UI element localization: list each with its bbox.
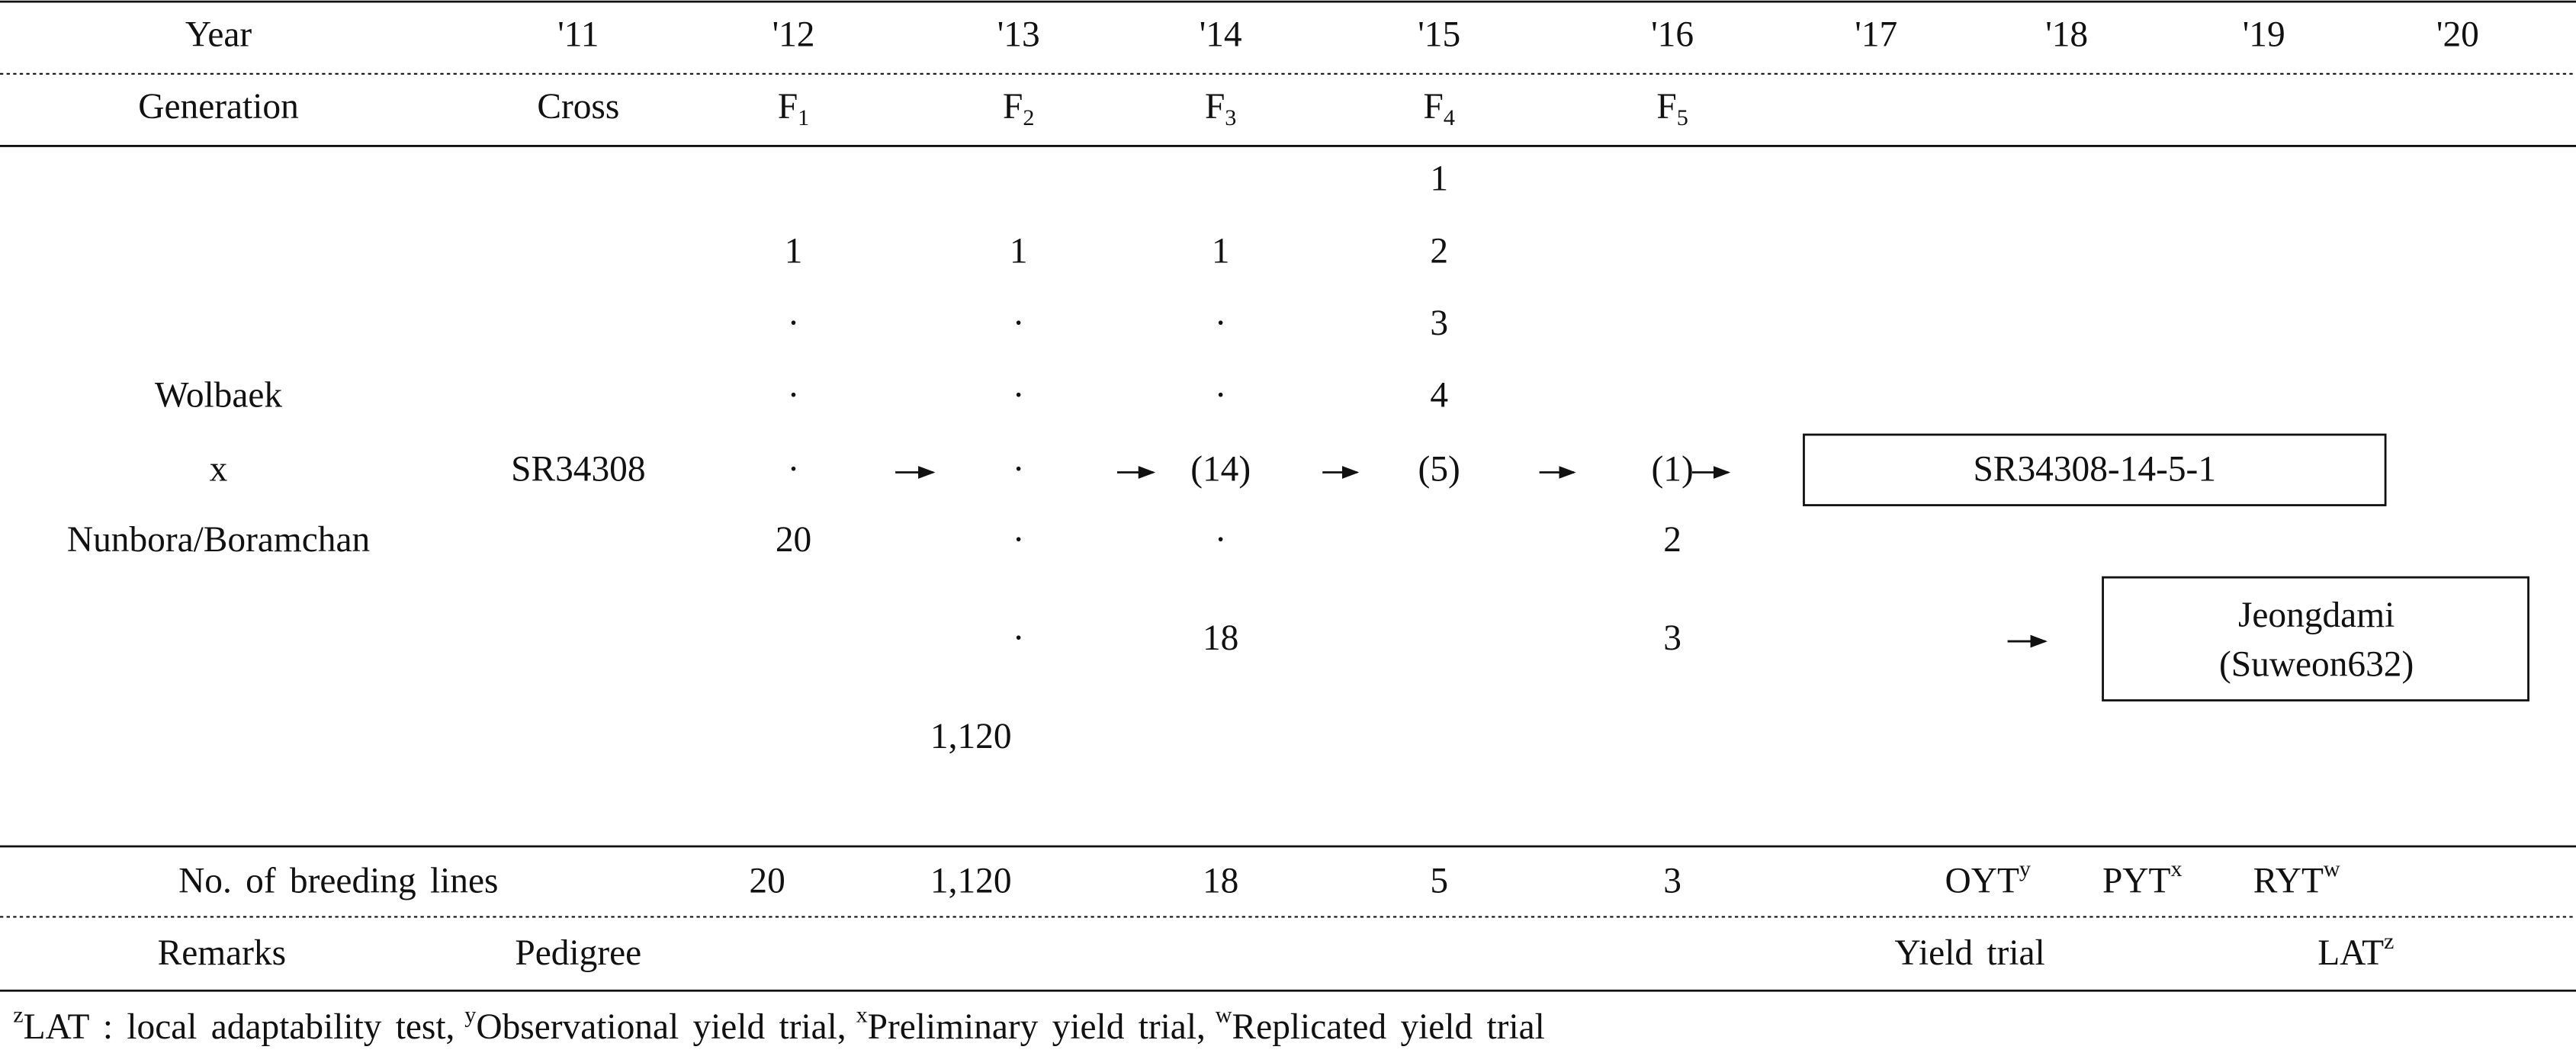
remarks-label: Remarks	[158, 933, 286, 973]
cells: Year '11 '12 '13 '14 '15 '16 '17 '18 '19 '20 Genera…	[13, 14, 2479, 1046]
line-count: ·	[1013, 376, 1025, 416]
line-count: 4	[1430, 376, 1448, 416]
gen-sub: 3	[1225, 104, 1236, 130]
line-count: ·	[1215, 303, 1227, 343]
line-count: 3	[1430, 303, 1448, 343]
gen-sub: 4	[1444, 104, 1455, 130]
lines-value: 1,120	[930, 861, 1012, 901]
arrows	[895, 466, 2048, 648]
line-count: ·	[788, 376, 800, 416]
line-count: 2	[1430, 231, 1448, 271]
year: '12	[772, 14, 815, 54]
line-count: ·	[788, 449, 800, 489]
trial: OYTy	[1945, 856, 2031, 901]
variety-name: Jeongdami	[2238, 596, 2395, 635]
line-count: 1	[1430, 159, 1448, 199]
remarks-lat: LATz	[2317, 928, 2394, 973]
generation-cross: Cross	[537, 87, 619, 127]
gen-base: F	[1205, 87, 1225, 127]
trial: PYTx	[2102, 856, 2183, 901]
line-count: (5)	[1418, 449, 1460, 489]
line-box	[1803, 433, 2387, 506]
year: '11	[557, 14, 599, 54]
year: '17	[1855, 14, 1897, 54]
lines-value: 20	[749, 861, 785, 901]
year: '20	[2436, 14, 2479, 54]
line-name: SR34308-14-5-1	[1974, 449, 2217, 489]
header-label: Year	[185, 14, 252, 54]
line-count: (14)	[1190, 449, 1251, 489]
line-count: ·	[1215, 520, 1227, 560]
gen-base: F	[778, 87, 798, 127]
generation-label: Generation	[138, 87, 298, 127]
trial-text: PYT	[2102, 861, 2171, 901]
line-count: 1	[1010, 231, 1028, 271]
generation: F5	[1656, 87, 1688, 130]
trial: RYTw	[2253, 856, 2340, 901]
line-count: (1)	[1651, 449, 1693, 489]
footnote-text: LAT : local adaptability test,	[24, 1007, 455, 1047]
gen-sub: 1	[798, 104, 809, 130]
cross-code: SR34308	[511, 449, 645, 489]
gen-sub: 5	[1677, 104, 1688, 130]
footnote-text: Replicated yield trial	[1232, 1007, 1545, 1047]
year: '14	[1200, 14, 1242, 54]
line-count: 18	[1203, 618, 1238, 658]
trial-sup: x	[2170, 856, 2182, 881]
year: '18	[2045, 14, 2088, 54]
year: '13	[997, 14, 1040, 54]
line-count: 1,120	[930, 717, 1012, 756]
lines-value: 3	[1663, 861, 1681, 901]
generation: F1	[778, 87, 809, 130]
gen-base: F	[1003, 87, 1023, 127]
remarks-yield: Yield trial	[1894, 933, 2044, 973]
footnote-text: Observational yield trial,	[476, 1007, 846, 1047]
variety-code: (Suweon632)	[2219, 644, 2414, 684]
lines-value: 18	[1203, 861, 1238, 901]
trial-sup: w	[2324, 856, 2340, 881]
line-count: ·	[1013, 520, 1025, 560]
line-count: ·	[1013, 449, 1025, 489]
remarks-pedigree: Pedigree	[515, 933, 641, 973]
variety-box	[2102, 576, 2529, 701]
remarks-lat-text: LAT	[2317, 933, 2384, 973]
line-count: 1	[1212, 231, 1230, 271]
line-count: ·	[1215, 376, 1227, 416]
lines-label: No. of breeding lines	[178, 861, 498, 901]
lines-value: 5	[1430, 861, 1448, 901]
parent: x	[210, 449, 228, 489]
gen-base: F	[1423, 87, 1443, 127]
trial-text: RYT	[2253, 861, 2324, 901]
gen-sub: 2	[1023, 104, 1034, 130]
footnote-sup: z	[13, 1002, 23, 1028]
footnote: zLAT : local adaptability test, yObservat…	[13, 1002, 1545, 1047]
line-count: 20	[776, 520, 811, 560]
remarks-lat-sup: z	[2384, 928, 2394, 954]
year: '15	[1418, 14, 1460, 54]
generation: F2	[1003, 87, 1034, 130]
footnote-sup: y	[464, 1002, 476, 1028]
parent: Nunbora/Boramchan	[67, 520, 370, 560]
footnote-text: Preliminary yield trial,	[868, 1007, 1206, 1047]
footnote-sup: w	[1216, 1002, 1232, 1028]
gen-base: F	[1656, 87, 1676, 127]
line-count: 1	[785, 231, 803, 271]
trial-sup: y	[2019, 856, 2031, 881]
line-count: 2	[1663, 520, 1681, 560]
generation: F3	[1205, 87, 1236, 130]
line-count: ·	[1013, 303, 1025, 343]
line-count: 3	[1663, 618, 1681, 658]
trial-text: OYT	[1945, 861, 2019, 901]
footnote-sup: x	[856, 1002, 868, 1028]
generation: F4	[1423, 87, 1454, 130]
year: '16	[1651, 14, 1694, 54]
year: '19	[2243, 14, 2285, 54]
parent: Wolbaek	[155, 376, 283, 416]
line-count: ·	[1013, 618, 1025, 658]
line-count: ·	[788, 303, 800, 343]
